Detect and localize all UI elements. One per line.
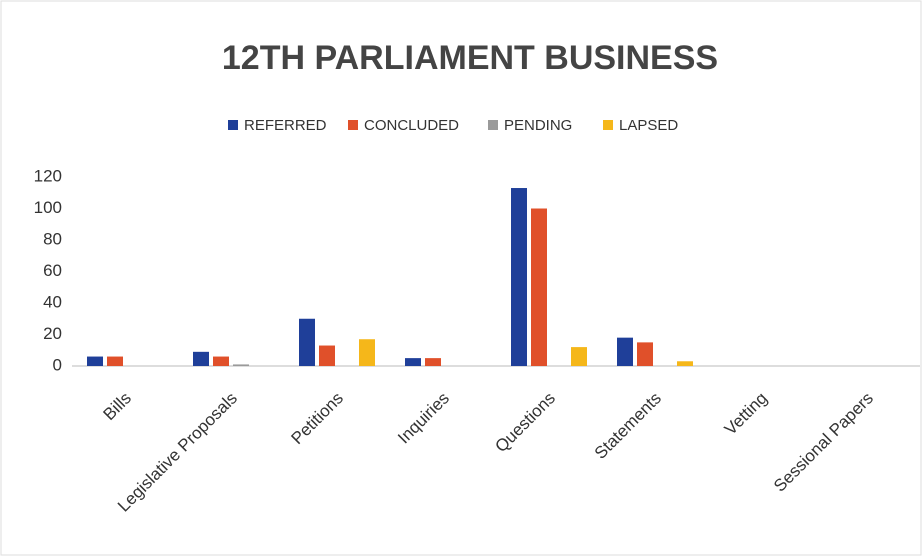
bar	[425, 358, 441, 366]
bar	[107, 356, 123, 366]
y-tick-label: 40	[43, 292, 62, 311]
bar	[637, 342, 653, 366]
legend-swatch	[228, 120, 238, 130]
bar	[531, 208, 547, 366]
legend-swatch	[488, 120, 498, 130]
bar	[87, 356, 103, 366]
legend-swatch	[603, 120, 613, 130]
bar	[213, 356, 229, 366]
legend-label: PENDING	[504, 117, 572, 134]
y-tick-label: 100	[34, 198, 62, 217]
bar	[617, 337, 633, 366]
bar	[233, 364, 249, 366]
bar	[359, 339, 375, 366]
y-tick-label: 120	[34, 166, 62, 185]
legend-label: LAPSED	[619, 117, 678, 134]
bar	[571, 347, 587, 366]
bar	[319, 345, 335, 366]
y-tick-label: 20	[43, 324, 62, 343]
chart-title: 12TH PARLIAMENT BUSINESS	[222, 39, 718, 77]
bar	[405, 358, 421, 366]
bar	[511, 188, 527, 366]
bar	[193, 351, 209, 366]
bar	[299, 318, 315, 366]
bar	[677, 361, 693, 366]
y-tick-label: 0	[53, 355, 62, 374]
y-tick-label: 80	[43, 229, 62, 248]
legend-swatch	[348, 120, 358, 130]
y-tick-label: 60	[43, 261, 62, 280]
legend-label: CONCLUDED	[364, 117, 459, 134]
legend-label: REFERRED	[244, 117, 327, 134]
